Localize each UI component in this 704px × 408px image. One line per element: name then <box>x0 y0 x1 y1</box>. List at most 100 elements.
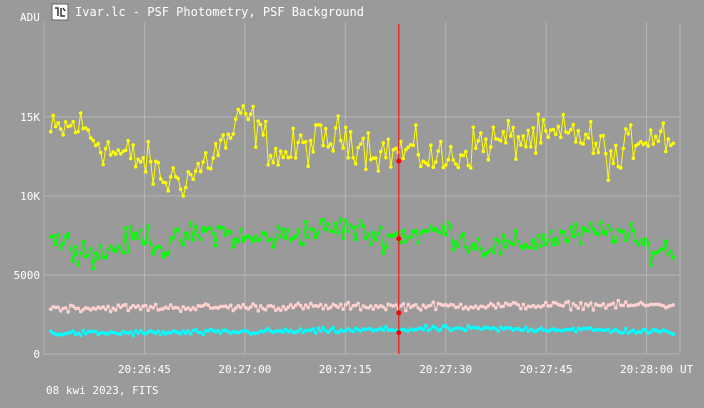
data-point <box>66 231 70 236</box>
data-point <box>414 228 418 233</box>
data-point <box>494 306 498 310</box>
data-point <box>639 139 643 144</box>
data-point <box>143 303 148 308</box>
data-point <box>419 308 423 312</box>
data-point <box>561 112 566 117</box>
data-point <box>168 238 173 242</box>
data-point <box>51 234 55 238</box>
data-point <box>614 327 618 332</box>
data-point <box>486 250 491 254</box>
footer-date: 08 kwi 2023, FITS <box>46 384 159 397</box>
data-point <box>636 142 641 146</box>
data-point <box>138 328 143 333</box>
data-point <box>546 135 551 139</box>
data-point <box>441 224 446 229</box>
data-point <box>601 230 606 234</box>
data-point <box>574 304 578 308</box>
data-point <box>516 239 521 244</box>
data-point <box>656 139 661 144</box>
data-point <box>456 244 461 248</box>
data-point <box>361 136 366 141</box>
data-point <box>369 327 373 331</box>
data-point <box>48 129 53 134</box>
data-point <box>379 149 383 154</box>
data-point <box>166 253 170 257</box>
data-point <box>466 324 471 328</box>
data-point <box>178 187 183 191</box>
data-point <box>576 232 581 236</box>
data-point <box>126 308 130 313</box>
data-point <box>203 229 208 233</box>
data-point <box>338 216 343 221</box>
data-point <box>246 307 250 311</box>
data-point <box>386 137 391 142</box>
data-point <box>529 327 533 331</box>
data-point <box>529 245 533 250</box>
data-point <box>504 245 508 249</box>
data-point <box>93 251 98 255</box>
data-point <box>519 244 523 248</box>
data-point <box>431 300 436 305</box>
data-point <box>371 230 376 235</box>
data-point <box>526 128 531 133</box>
data-point <box>246 234 250 238</box>
data-point <box>586 303 591 308</box>
data-point <box>484 137 488 141</box>
data-point <box>591 227 596 232</box>
data-point <box>116 244 120 248</box>
data-point <box>131 143 135 147</box>
x-tick-label: 20:27:00 <box>218 363 271 376</box>
data-point <box>426 163 431 168</box>
data-point <box>589 221 593 226</box>
data-point <box>153 331 158 336</box>
data-point <box>133 164 138 169</box>
data-point <box>318 302 323 307</box>
data-point <box>589 301 593 305</box>
data-point <box>263 328 268 333</box>
data-point <box>444 324 448 328</box>
data-point <box>196 233 200 238</box>
data-point <box>166 189 170 193</box>
time-cursor[interactable] <box>396 24 402 354</box>
data-point <box>394 146 398 151</box>
data-point <box>379 225 383 230</box>
data-point <box>91 266 95 271</box>
data-point <box>133 329 138 333</box>
series-0 <box>48 104 676 198</box>
data-point <box>181 305 185 309</box>
data-point <box>206 303 210 307</box>
data-point <box>444 163 448 167</box>
data-point <box>644 328 648 333</box>
data-point <box>599 220 603 224</box>
data-point <box>266 326 271 331</box>
data-point <box>136 331 140 336</box>
data-point <box>256 309 261 313</box>
data-point <box>536 233 541 238</box>
data-point <box>541 118 546 122</box>
data-point <box>231 308 235 313</box>
data-point <box>384 325 388 329</box>
data-point <box>248 236 253 240</box>
data-point <box>158 177 163 181</box>
data-point <box>509 303 513 307</box>
data-point <box>456 305 461 309</box>
data-point <box>76 263 80 267</box>
data-point <box>108 309 113 314</box>
x-tick-label: 20:27:15 <box>319 363 372 376</box>
data-point <box>549 304 553 308</box>
data-point <box>348 307 353 311</box>
data-point <box>193 224 198 229</box>
data-point <box>394 303 398 307</box>
data-point <box>336 330 341 335</box>
data-point <box>153 302 158 307</box>
data-point <box>81 328 85 333</box>
data-point <box>143 170 148 174</box>
data-point <box>168 331 173 335</box>
data-point <box>491 125 496 130</box>
data-point <box>146 139 150 144</box>
data-point <box>251 239 255 244</box>
data-point <box>306 164 311 168</box>
data-point <box>68 247 73 252</box>
data-point <box>288 155 293 159</box>
data-point <box>631 229 636 233</box>
